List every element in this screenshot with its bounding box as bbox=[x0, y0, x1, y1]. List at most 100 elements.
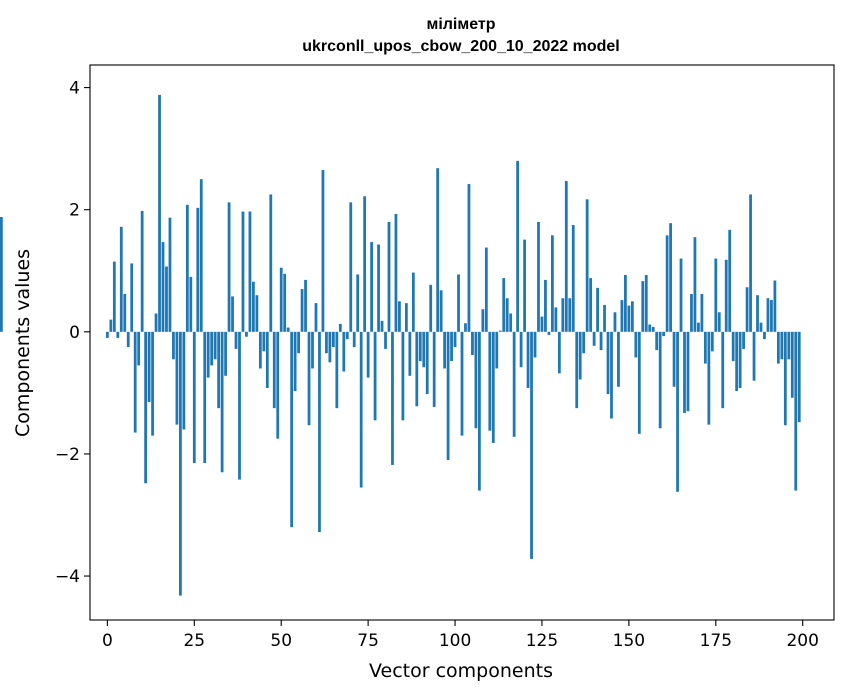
bar-128 bbox=[551, 235, 554, 332]
bar-199 bbox=[797, 331, 801, 423]
bar-15 bbox=[158, 94, 161, 332]
bar-144 bbox=[606, 331, 610, 395]
x-tick-label: 150 bbox=[613, 631, 645, 651]
bar-122 bbox=[530, 331, 533, 559]
bar-113 bbox=[498, 330, 502, 332]
bar-140 bbox=[592, 331, 596, 346]
bar-57 bbox=[304, 279, 307, 332]
bar-99 bbox=[450, 331, 453, 362]
bar-96 bbox=[439, 290, 443, 332]
bar-45 bbox=[262, 331, 266, 352]
bar-69 bbox=[345, 331, 349, 340]
plot-area-frame bbox=[89, 64, 835, 621]
bar-76 bbox=[370, 242, 373, 332]
bar-71 bbox=[352, 331, 356, 348]
bar-90 bbox=[418, 331, 422, 362]
bar-40 bbox=[245, 331, 248, 337]
bar-125 bbox=[540, 316, 544, 332]
bar-161 bbox=[665, 235, 669, 332]
bar-170 bbox=[697, 322, 700, 332]
y-tick-label: 2 bbox=[69, 201, 80, 221]
bar-62 bbox=[321, 170, 325, 332]
bar-134 bbox=[571, 224, 575, 332]
bar-61 bbox=[318, 331, 321, 533]
bar-37 bbox=[234, 331, 238, 349]
bar-124 bbox=[537, 221, 540, 332]
bar-70 bbox=[349, 202, 353, 332]
bar-130 bbox=[557, 331, 561, 374]
bar-93 bbox=[429, 284, 433, 332]
x-tick-label: 175 bbox=[700, 631, 732, 651]
x-tick-label: 75 bbox=[357, 631, 379, 651]
bar-48 bbox=[272, 331, 276, 409]
x-tick-label: 125 bbox=[526, 631, 558, 651]
bar-47 bbox=[269, 194, 273, 332]
bar-97 bbox=[443, 331, 447, 369]
bar-174 bbox=[710, 331, 714, 352]
chart-title: міліметр bbox=[426, 16, 495, 33]
bar-198 bbox=[794, 331, 798, 491]
x-tick-label: 100 bbox=[439, 631, 471, 651]
bar-89 bbox=[415, 331, 419, 407]
bar-43 bbox=[255, 295, 259, 332]
bar-41 bbox=[248, 211, 252, 332]
bar-95 bbox=[436, 168, 440, 332]
bar-85 bbox=[401, 331, 405, 421]
bar-63 bbox=[325, 331, 328, 354]
bar-126 bbox=[544, 279, 547, 332]
bar-68 bbox=[342, 331, 346, 372]
bar-167 bbox=[686, 331, 690, 412]
bar-30 bbox=[210, 331, 214, 366]
bar-66 bbox=[335, 331, 339, 409]
bar-undefined bbox=[0, 217, 3, 332]
bar-22 bbox=[182, 331, 186, 430]
bar-104 bbox=[467, 184, 471, 332]
bar-153 bbox=[637, 331, 641, 434]
bar-16 bbox=[161, 242, 165, 332]
bar-160 bbox=[662, 331, 666, 337]
bar-84 bbox=[398, 301, 401, 332]
bar-13 bbox=[151, 331, 154, 436]
bar-121 bbox=[526, 331, 530, 388]
bar-21 bbox=[179, 331, 182, 596]
y-tick-label: 4 bbox=[69, 79, 80, 99]
bar-33 bbox=[220, 331, 224, 473]
bar-65 bbox=[331, 331, 335, 348]
bar-141 bbox=[596, 287, 599, 332]
bar-155 bbox=[644, 275, 648, 332]
bar-190 bbox=[766, 298, 770, 332]
bar-191 bbox=[770, 300, 773, 332]
bar-146 bbox=[613, 312, 617, 332]
bar-168 bbox=[690, 293, 693, 332]
bar-119 bbox=[519, 331, 523, 368]
x-tick-label: 200 bbox=[786, 631, 818, 651]
bar-192 bbox=[773, 280, 777, 332]
bar-188 bbox=[759, 322, 763, 332]
bar-109 bbox=[484, 247, 488, 332]
bar-139 bbox=[589, 278, 593, 332]
bar-183 bbox=[742, 331, 745, 349]
bar-23 bbox=[185, 204, 189, 332]
bar-110 bbox=[488, 331, 492, 431]
bar-91 bbox=[422, 331, 426, 368]
bar-64 bbox=[328, 331, 332, 363]
bar-49 bbox=[276, 331, 280, 439]
x-tick-label: 50 bbox=[270, 631, 292, 651]
bar-147 bbox=[617, 331, 620, 387]
bar-186 bbox=[752, 331, 756, 381]
bar-5 bbox=[123, 293, 127, 332]
bar-171 bbox=[700, 293, 704, 332]
bar-32 bbox=[217, 331, 221, 409]
bar-20 bbox=[175, 331, 179, 425]
bar-157 bbox=[651, 326, 655, 332]
bar-173 bbox=[707, 331, 711, 425]
bar-58 bbox=[307, 331, 311, 426]
bar-73 bbox=[359, 331, 363, 488]
bar-102 bbox=[460, 331, 464, 436]
bar-36 bbox=[231, 296, 234, 332]
bar-86 bbox=[404, 303, 408, 332]
bar-164 bbox=[676, 331, 679, 492]
bar-169 bbox=[693, 237, 697, 332]
bar-193 bbox=[776, 331, 780, 364]
